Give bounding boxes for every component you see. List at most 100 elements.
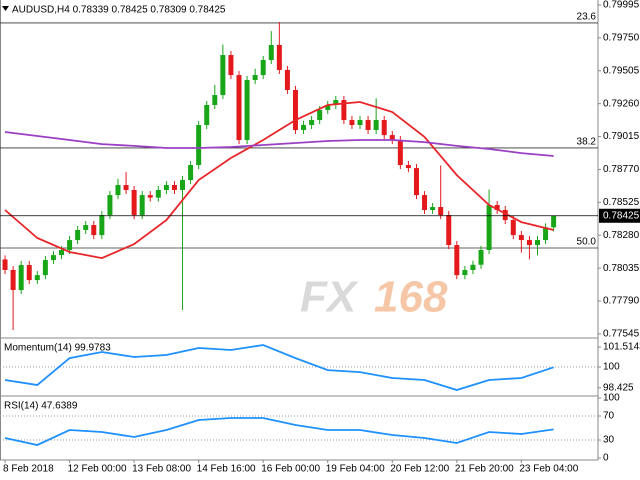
candle-body	[34, 275, 40, 281]
y-tick-label: 0	[603, 453, 609, 464]
candle-body	[349, 120, 355, 125]
y-tick-label: 0.78280	[603, 230, 640, 241]
x-tick-label: 13 Feb 08:00	[132, 464, 191, 475]
level-label: 23.6	[577, 12, 597, 23]
candle-body	[454, 245, 460, 276]
y-tick-label: 0.78525	[603, 197, 640, 208]
indicator-title: RSI(14) 47.6389	[4, 401, 78, 412]
candle-body	[333, 100, 339, 105]
candle-body	[42, 260, 48, 276]
candle-body	[301, 124, 307, 130]
candle-body	[534, 240, 540, 246]
candle-body	[180, 180, 186, 190]
y-tick-label: 0.79750	[603, 33, 640, 44]
candle-body	[123, 185, 129, 190]
candle-body	[405, 165, 411, 169]
level-label: 50.0	[577, 237, 597, 248]
current-price-tag	[599, 208, 640, 223]
candle-body	[276, 44, 282, 70]
candle-body	[228, 55, 234, 76]
candle-body	[18, 265, 24, 291]
candle-body	[75, 229, 81, 241]
x-tick-label: 23 Feb 04:00	[519, 464, 578, 475]
candle-body	[357, 120, 363, 125]
x-tick-label: 21 Feb 20:00	[455, 464, 514, 475]
candle-body	[551, 215, 557, 228]
indicator-line	[4, 344, 554, 391]
candle-body	[220, 55, 226, 96]
candle-body	[341, 100, 347, 121]
candle-body	[50, 255, 56, 261]
candle-body	[268, 44, 274, 61]
y-tick-label: 0.79015	[603, 131, 640, 142]
candle-body	[155, 189, 161, 198]
candle-body	[365, 120, 371, 130]
candle-body	[413, 168, 419, 196]
candle-body	[284, 69, 290, 90]
candle-body	[462, 270, 468, 276]
y-tick-label: 0.79260	[603, 98, 640, 109]
watermark-fx: FX	[300, 273, 359, 322]
candle-body	[518, 235, 524, 241]
candle-body	[26, 265, 32, 281]
candle-body	[381, 120, 387, 136]
candle-body	[107, 195, 113, 216]
y-tick-label: 101.5143	[603, 342, 640, 353]
candle-body	[309, 120, 315, 125]
candle-body	[204, 104, 210, 125]
candle-body	[131, 189, 137, 216]
y-tick-label: 0.79505	[603, 65, 640, 76]
candle-body	[260, 60, 266, 76]
level-label: 38.2	[577, 137, 597, 148]
candle-body	[430, 207, 436, 210]
current-price-label: 0.78425	[603, 210, 640, 221]
moving-average-line	[4, 131, 554, 157]
candle-body	[163, 185, 169, 190]
candle-body	[244, 80, 250, 141]
x-tick-label: 19 Feb 04:00	[326, 464, 385, 475]
candle-body	[171, 185, 177, 190]
candle-body	[486, 205, 492, 250]
candle-body	[317, 109, 323, 121]
candle-body	[91, 225, 97, 236]
y-tick-label: 0.78770	[603, 164, 640, 175]
candle-body	[389, 135, 395, 141]
y-tick-label: 30	[603, 435, 615, 446]
y-tick-label: 70	[603, 411, 615, 422]
candle-body	[543, 227, 549, 241]
watermark-number: 168	[374, 273, 448, 322]
candle-body	[397, 140, 403, 166]
candle-body	[325, 104, 331, 110]
x-tick-label: 16 Feb 00:00	[261, 464, 320, 475]
candle-body	[188, 165, 194, 181]
candle-body	[236, 75, 242, 141]
candle-body	[99, 215, 105, 236]
y-tick-label: 0.78035	[603, 263, 640, 274]
chart-title: AUDUSD,H4 0.78339 0.78425 0.78309 0.7842…	[12, 5, 226, 16]
candle-body	[115, 185, 121, 196]
moving-average-line	[4, 101, 554, 260]
candle-body	[470, 264, 476, 271]
candle-body	[526, 240, 532, 246]
candle-body	[502, 209, 508, 221]
y-tick-label: 0.77790	[603, 296, 640, 307]
y-tick-label: 0.77545	[603, 329, 640, 340]
candle-body	[59, 249, 65, 256]
candle-body	[212, 95, 218, 105]
x-tick-label: 20 Feb 12:00	[390, 464, 449, 475]
candle-body	[10, 270, 16, 291]
candle-body	[422, 195, 428, 210]
candle-body	[446, 215, 452, 246]
x-tick-label: 12 Feb 00:00	[68, 464, 127, 475]
candle-body	[373, 120, 379, 130]
collapse-triangle	[2, 6, 9, 11]
candle-body	[2, 259, 8, 271]
candle-body	[494, 205, 500, 210]
candle-body	[252, 75, 258, 81]
candle-body	[83, 225, 89, 230]
y-tick-label: 100	[603, 393, 620, 404]
candle-body	[196, 124, 202, 166]
y-tick-label: 98.425	[603, 382, 634, 393]
